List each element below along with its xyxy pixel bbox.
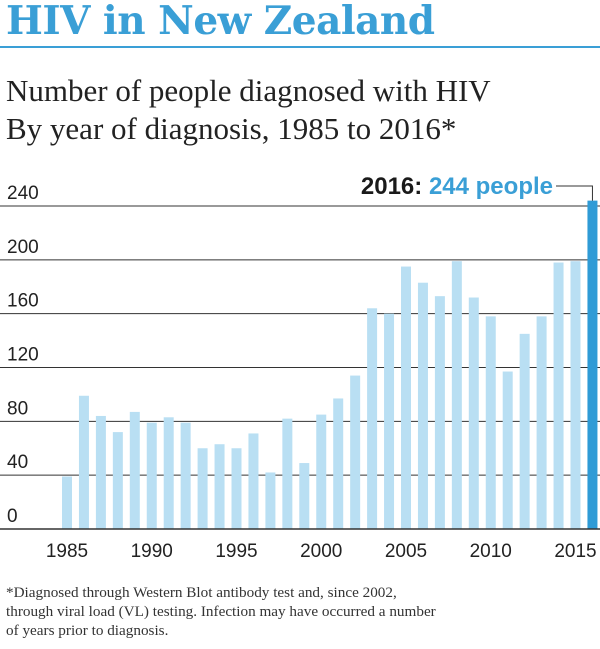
bar-1993: [197, 448, 208, 529]
footnote: *Diagnosed through Western Blot antibody…: [6, 583, 596, 640]
x-tick-label: 2015: [554, 541, 596, 562]
chart-title: HIV in New Zealand: [6, 0, 435, 44]
footnote-line-2: through viral load (VL) testing. Infecti…: [6, 603, 436, 620]
highlight-value: 244 people: [429, 173, 553, 200]
x-tick-label: 1985: [46, 541, 88, 562]
bar-1998: [282, 418, 293, 529]
footnote-line-1: *Diagnosed through Western Blot antibody…: [6, 584, 397, 601]
title-rule: [0, 46, 600, 48]
bar-1988: [112, 432, 123, 529]
subtitle-line-1: Number of people diagnosed with HIV: [6, 73, 491, 108]
x-tick-label: 2005: [385, 541, 427, 562]
bar-1987: [95, 415, 106, 529]
footnote-line-3: of years prior to diagnosis.: [6, 622, 169, 639]
bar-2000: [316, 414, 327, 529]
bar-1990: [146, 422, 157, 529]
bar-2008: [451, 261, 462, 529]
bar-2011: [502, 371, 513, 529]
bar-2013: [536, 316, 547, 529]
bar-1997: [265, 472, 276, 529]
bar-chart: 0 40 80 120 160 200 240 1985 1990 1995 2000 2005 201…: [0, 173, 600, 562]
bar-1985: [62, 476, 72, 529]
bar-2003: [367, 308, 378, 529]
y-tick-label: 200: [7, 237, 39, 258]
bar-1989: [129, 411, 140, 529]
x-tick-label: 2000: [300, 541, 342, 562]
highlight-year: 2016:: [361, 173, 429, 200]
bar-2006: [417, 282, 428, 529]
bar-1991: [163, 417, 174, 529]
y-tick-label: 120: [7, 345, 39, 366]
bar-2016: [587, 200, 598, 529]
bar-1994: [214, 444, 225, 529]
bar-1995: [231, 448, 242, 529]
y-tick-label: 40: [7, 452, 28, 473]
bar-1992: [180, 422, 191, 529]
bar-2014: [553, 262, 564, 529]
y-tick-label: 0: [7, 506, 18, 527]
highlight-leader-line: [556, 185, 593, 201]
highlight-label: 2016: 244 people: [361, 173, 553, 200]
x-tick-label: 2010: [470, 541, 512, 562]
bar-2015: [570, 261, 581, 529]
y-tick-label: 240: [7, 183, 39, 204]
bar-2010: [485, 316, 496, 529]
bar-2012: [519, 333, 530, 529]
y-tick-label: 160: [7, 291, 39, 312]
bar-2009: [468, 297, 479, 529]
bar-2005: [401, 266, 411, 529]
x-tick-label: 1995: [215, 541, 257, 562]
bar-2001: [333, 398, 344, 529]
bar-1996: [248, 433, 259, 529]
bar-1999: [299, 463, 310, 529]
bar-2002: [350, 375, 361, 529]
bar-2007: [434, 296, 445, 529]
x-tick-label: 1990: [131, 541, 173, 562]
subtitle-line-2: By year of diagnosis, 1985 to 2016*: [6, 111, 457, 146]
y-tick-label: 80: [7, 398, 28, 419]
bar-2004: [384, 313, 395, 529]
chart-subtitle: Number of people diagnosed with HIV By y…: [6, 72, 596, 148]
bar-1986: [78, 395, 89, 529]
